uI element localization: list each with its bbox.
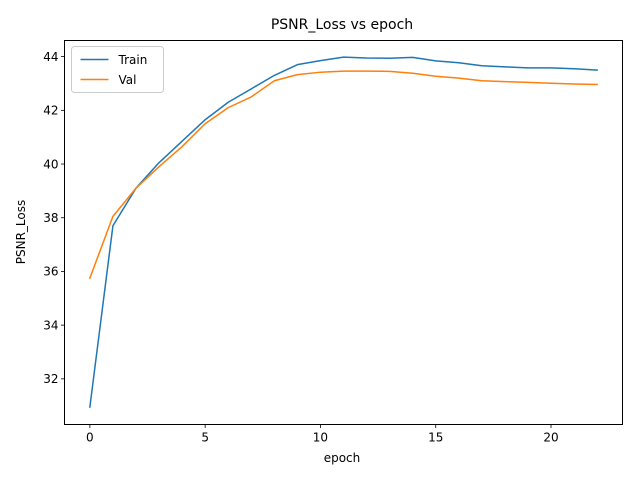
y-tick-label: 40 — [43, 157, 58, 171]
y-tick-label: 32 — [43, 372, 58, 386]
y-tick-label: 44 — [43, 50, 58, 64]
series-line-val — [88, 70, 598, 280]
x-tick-label: 20 — [543, 431, 558, 445]
x-tick-label: 5 — [201, 431, 209, 445]
legend-label-train: Train — [118, 53, 148, 67]
y-axis-label: PSNR_Loss — [14, 200, 28, 265]
y-tick-label: 36 — [43, 265, 58, 279]
x-tick-label: 0 — [86, 431, 94, 445]
legend-label-val: Val — [119, 73, 137, 87]
y-axis-ticks: 32 34 36 38 40 42 44 — [43, 50, 65, 386]
x-tick-label: 15 — [428, 431, 443, 445]
plot-lines — [88, 56, 598, 408]
plot-frame — [64, 40, 623, 425]
legend: Train Val — [71, 46, 164, 93]
x-axis-ticks: 0 5 10 15 20 — [86, 424, 559, 445]
y-tick-label: 34 — [43, 318, 58, 332]
chart-title: PSNR_Loss vs epoch — [271, 17, 413, 33]
x-axis-label: epoch — [324, 451, 361, 465]
y-tick-label: 42 — [43, 104, 58, 118]
x-tick-label: 10 — [313, 431, 328, 445]
series-line-train — [89, 56, 598, 408]
legend-box — [71, 46, 164, 93]
y-tick-label: 38 — [43, 211, 58, 225]
